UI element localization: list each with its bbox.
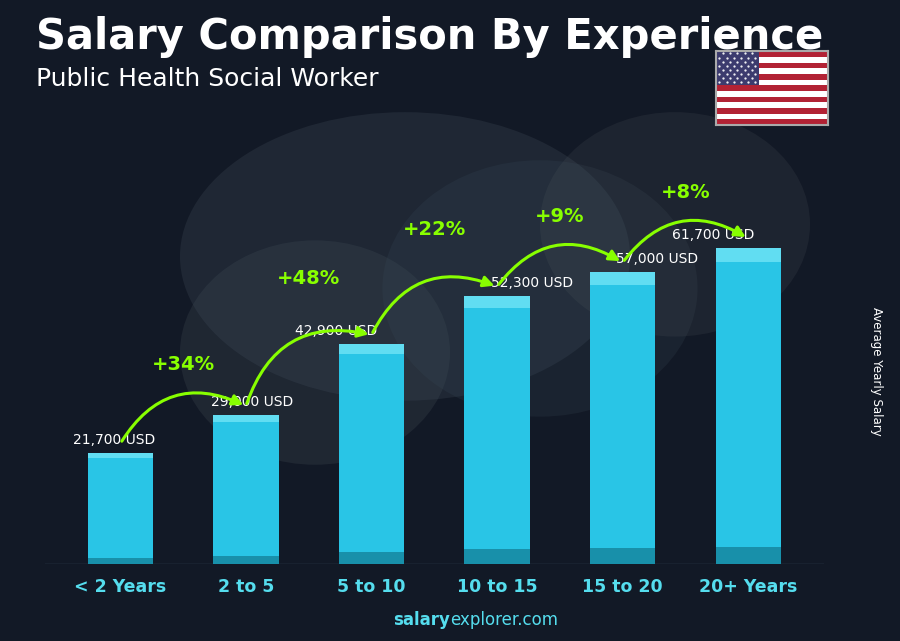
Bar	[716, 247, 781, 564]
Bar	[87, 453, 153, 458]
Bar	[213, 556, 279, 564]
Bar	[716, 97, 828, 103]
Bar	[716, 547, 781, 564]
Bar	[716, 108, 828, 113]
Bar	[464, 296, 530, 308]
Bar	[590, 548, 655, 564]
Bar	[716, 85, 828, 91]
Bar	[716, 79, 828, 85]
Bar	[464, 549, 530, 564]
Text: +9%: +9%	[536, 206, 585, 226]
Bar	[590, 272, 655, 564]
Text: Average Yearly Salary: Average Yearly Salary	[870, 308, 883, 436]
Ellipse shape	[180, 240, 450, 465]
Bar	[716, 63, 828, 69]
Text: +48%: +48%	[277, 269, 340, 288]
Bar	[338, 344, 404, 564]
Text: 52,300 USD: 52,300 USD	[491, 276, 573, 290]
Bar	[716, 74, 828, 79]
Text: +22%: +22%	[402, 221, 466, 240]
Text: salary: salary	[393, 612, 450, 629]
Bar	[213, 415, 279, 422]
Bar	[716, 69, 828, 74]
Text: 29,000 USD: 29,000 USD	[211, 395, 293, 409]
Bar	[213, 415, 279, 564]
Bar	[716, 91, 828, 97]
Bar	[464, 296, 530, 564]
Text: 21,700 USD: 21,700 USD	[73, 433, 155, 447]
Bar	[590, 272, 655, 285]
Text: +34%: +34%	[151, 355, 215, 374]
Bar	[338, 552, 404, 564]
Text: Public Health Social Worker: Public Health Social Worker	[36, 67, 379, 91]
Text: Salary Comparison By Experience: Salary Comparison By Experience	[36, 16, 824, 58]
Text: explorer.com: explorer.com	[450, 612, 558, 629]
Bar	[716, 247, 781, 262]
Text: 57,000 USD: 57,000 USD	[616, 252, 698, 265]
Bar	[716, 51, 759, 85]
Bar	[716, 103, 828, 108]
Bar	[716, 113, 828, 119]
Bar	[716, 119, 828, 125]
Text: 42,900 USD: 42,900 USD	[295, 324, 378, 338]
Bar	[716, 57, 828, 63]
Ellipse shape	[382, 160, 698, 417]
Bar	[87, 558, 153, 564]
Ellipse shape	[540, 112, 810, 337]
Bar	[87, 453, 153, 564]
Bar	[338, 344, 404, 354]
Text: +8%: +8%	[661, 183, 710, 201]
Bar	[716, 51, 828, 57]
Ellipse shape	[180, 112, 630, 401]
Text: 61,700 USD: 61,700 USD	[672, 228, 754, 242]
